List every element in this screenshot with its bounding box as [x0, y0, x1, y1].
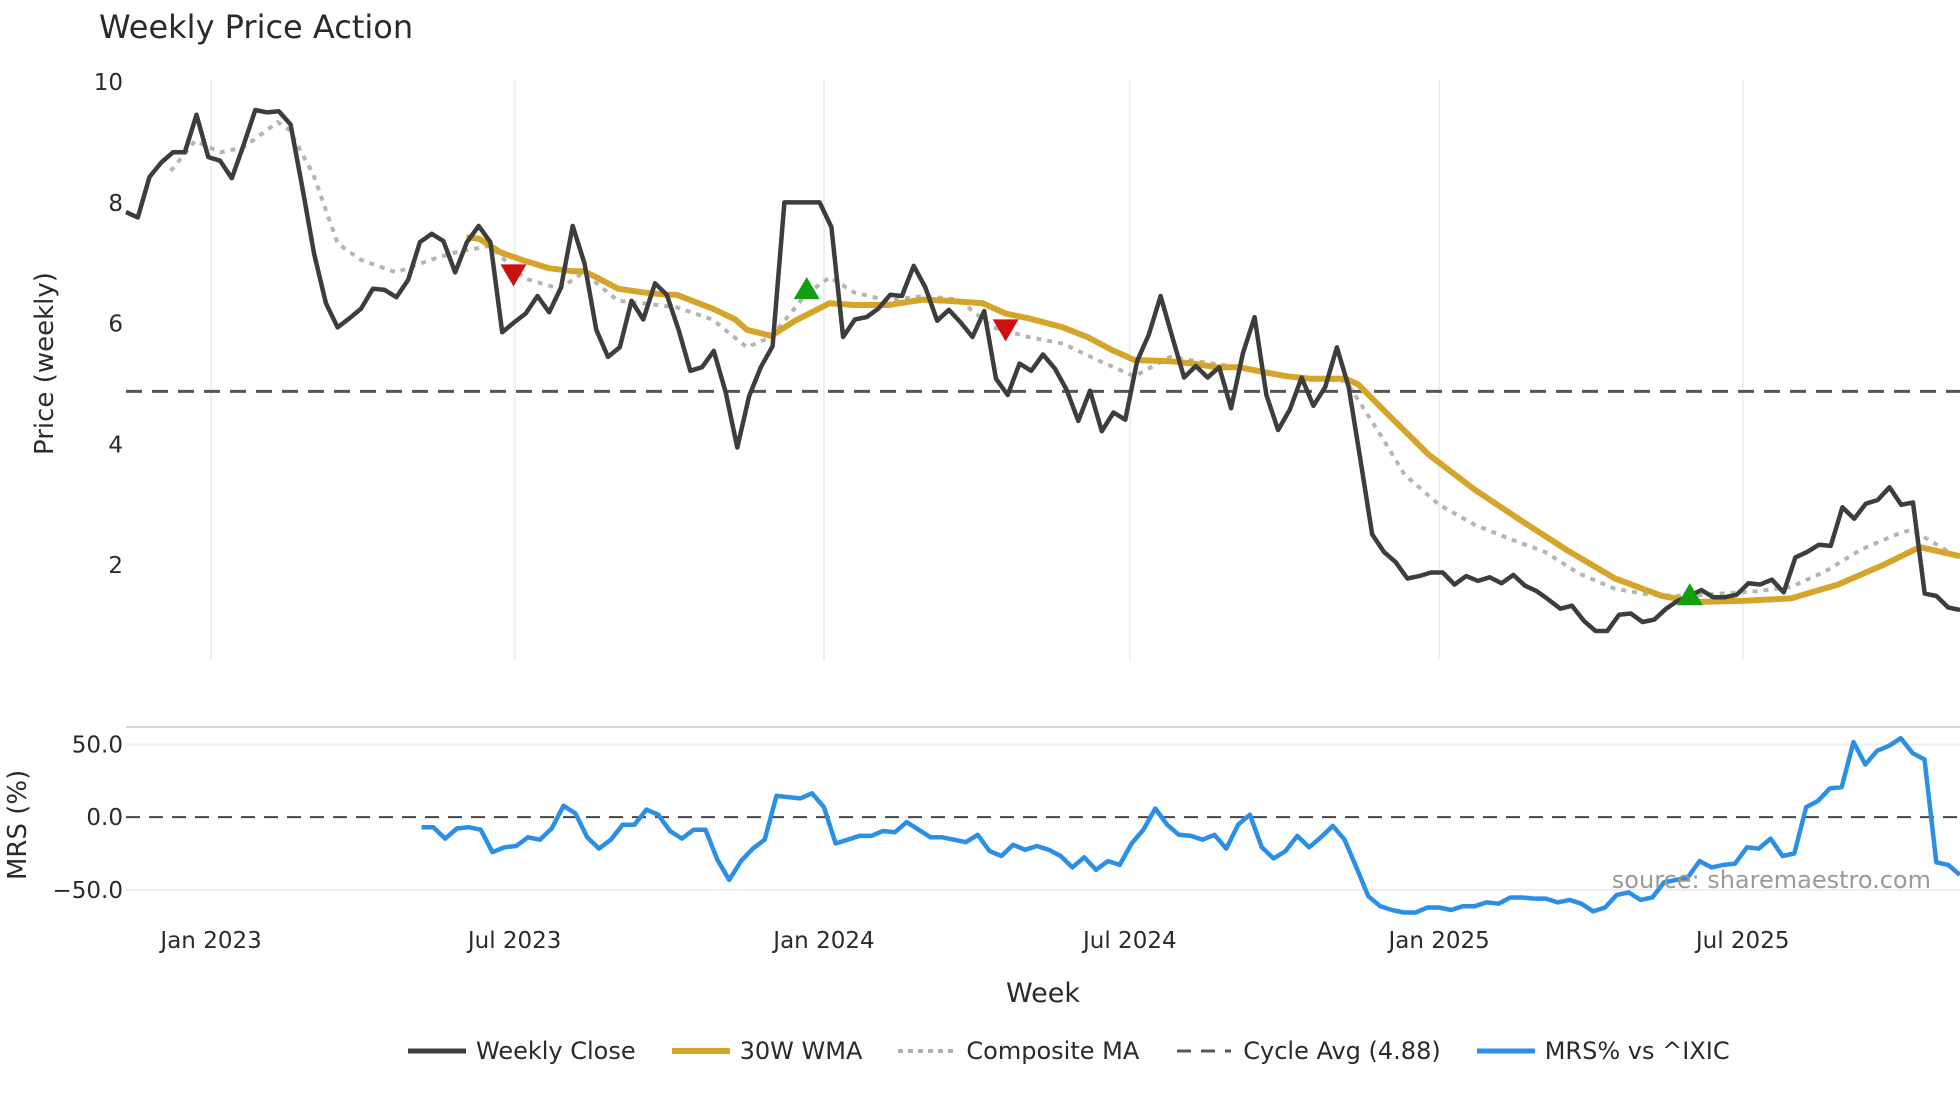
mrs-axis-label: MRS (%)	[3, 769, 33, 880]
source-watermark: source: sharemaestro.com	[1611, 866, 1931, 894]
legend-label: Cycle Avg (4.88)	[1243, 1037, 1441, 1065]
legend-label: Weekly Close	[476, 1037, 636, 1065]
chart-title: Weekly Price Action	[99, 8, 414, 46]
x-tick-label: Jul 2024	[1081, 928, 1177, 954]
legend-label: 30W WMA	[739, 1037, 863, 1065]
price-axis-label: Price (weekly)	[30, 272, 60, 455]
y-tick-label: 6	[108, 312, 123, 338]
y-tick-label: 2	[108, 553, 123, 579]
sell-signal-marker	[992, 319, 1019, 342]
x-axis-label: Week	[1006, 978, 1080, 1009]
mrs-tick-label: 50.0	[72, 732, 123, 758]
legend-swatch	[898, 1049, 957, 1053]
y-tick-label: 4	[108, 432, 123, 458]
legend-swatch	[671, 1048, 730, 1054]
x-tick-label: Jan 2024	[771, 928, 874, 954]
y-tick-label: 10	[94, 70, 123, 96]
mrs-tick-label: −50.0	[53, 878, 123, 904]
legend: Weekly Close 30W WMA Composite MA Cycle …	[408, 1037, 1766, 1065]
x-tick-label: Jul 2025	[1694, 928, 1790, 954]
weekly-close-line	[125, 107, 1960, 634]
legend-swatch	[408, 1048, 466, 1054]
legend-item-mrs[interactable]: MRS% vs ^IXIC	[1476, 1037, 1730, 1065]
wma-30w-line	[466, 234, 1960, 605]
y-tick-label: 8	[108, 191, 123, 217]
legend-item-cycle-avg[interactable]: Cycle Avg (4.88)	[1175, 1037, 1441, 1065]
mrs-line	[421, 735, 1960, 915]
x-tick-label: Jan 2023	[158, 928, 261, 954]
legend-item-30w-wma[interactable]: 30W WMA	[671, 1037, 863, 1065]
x-tick-label: Jul 2023	[466, 928, 562, 954]
buy-signal-marker	[1676, 583, 1703, 606]
x-tick-label: Jan 2025	[1386, 928, 1489, 954]
legend-swatch	[1177, 1049, 1232, 1053]
composite-ma-line	[169, 120, 1960, 598]
legend-swatch	[1476, 1048, 1535, 1054]
sell-signal-marker	[500, 264, 527, 287]
legend-label: MRS% vs ^IXIC	[1544, 1037, 1730, 1065]
legend-item-composite-ma[interactable]: Composite MA	[898, 1037, 1139, 1065]
buy-signal-marker	[793, 277, 820, 300]
legend-item-weekly-close[interactable]: Weekly Close	[408, 1037, 636, 1065]
legend-label: Composite MA	[966, 1037, 1140, 1065]
mrs-tick-label: 0.0	[86, 805, 123, 831]
